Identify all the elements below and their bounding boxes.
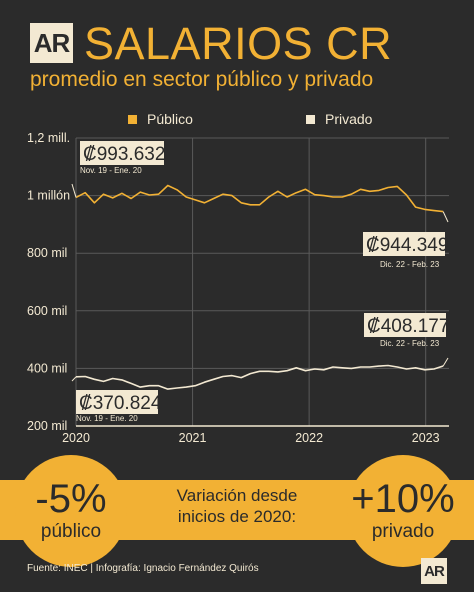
callout-value: ₡370.824 bbox=[79, 393, 162, 414]
y-tick-label: 400 mil bbox=[27, 361, 67, 375]
y-tick-label: 600 mil bbox=[27, 304, 67, 318]
x-tick-label: 2021 bbox=[179, 431, 207, 445]
source-credit: Fuente: INEC | Infografía: Ignacio Ferná… bbox=[27, 563, 259, 574]
y-tick-label: 1 millón bbox=[27, 189, 70, 203]
callout-connector bbox=[442, 357, 449, 367]
callout-box bbox=[76, 390, 158, 414]
callout-date: Dic. 22 - Feb. 23 bbox=[380, 339, 440, 348]
x-tick-label: 2022 bbox=[295, 431, 323, 445]
summary-value-privado: +10% bbox=[351, 477, 455, 521]
callout-box bbox=[363, 232, 445, 256]
legend-swatch-privado bbox=[306, 114, 315, 124]
variation-text: Variación desde inicios de 2020: bbox=[150, 485, 324, 527]
summary-circle-privado: +10% privado bbox=[347, 455, 459, 567]
callout-value: ₡408.177 bbox=[367, 316, 449, 337]
series-line-publico bbox=[75, 184, 444, 213]
page-subtitle: promedio en sector público y privado bbox=[30, 68, 374, 91]
legend-item-privado: Privado bbox=[306, 111, 372, 127]
callout-connector bbox=[71, 183, 77, 198]
summary-value-publico: -5% bbox=[35, 477, 107, 521]
callout-value: ₡944.349 bbox=[366, 235, 448, 256]
callout-date: Dic. 22 - Feb. 23 bbox=[380, 260, 440, 269]
ar-logo: AR bbox=[30, 23, 73, 63]
series-line-privado bbox=[75, 364, 444, 390]
callout-date: Nov. 19 - Ene. 20 bbox=[80, 166, 142, 175]
ar-logo-small: AR bbox=[421, 558, 447, 584]
y-tick-label: 200 mil bbox=[27, 419, 67, 433]
summary-circle-publico: -5% público bbox=[15, 455, 127, 567]
callout-value: ₡993.632 bbox=[83, 144, 165, 165]
callout-connector bbox=[442, 211, 449, 223]
legend-label-privado: Privado bbox=[325, 111, 373, 127]
y-tick-label: 800 mil bbox=[27, 246, 67, 260]
callout-date: Nov. 19 - Ene. 20 bbox=[76, 414, 138, 423]
summary-label-publico: público bbox=[40, 521, 102, 542]
variation-line-1: Variación desde bbox=[176, 486, 298, 505]
callout-box bbox=[364, 313, 446, 337]
legend-item-publico: Público bbox=[128, 111, 193, 127]
legend-swatch-publico bbox=[128, 114, 137, 124]
legend-label-publico: Público bbox=[147, 111, 193, 127]
callout-connector bbox=[71, 376, 77, 382]
callout-box bbox=[80, 141, 164, 165]
x-tick-label: 2023 bbox=[412, 431, 440, 445]
summary-label-privado: privado bbox=[371, 521, 435, 542]
page-title: SALARIOS CR bbox=[84, 18, 393, 69]
x-tick-label: 2020 bbox=[62, 431, 90, 445]
y-tick-label: 1,2 mill. bbox=[27, 131, 70, 145]
variation-line-2: inicios de 2020: bbox=[177, 507, 297, 526]
line-chart: 1,2 mill. 1 millón 800 mil 600 mil 400 mil 20… bbox=[27, 131, 449, 445]
